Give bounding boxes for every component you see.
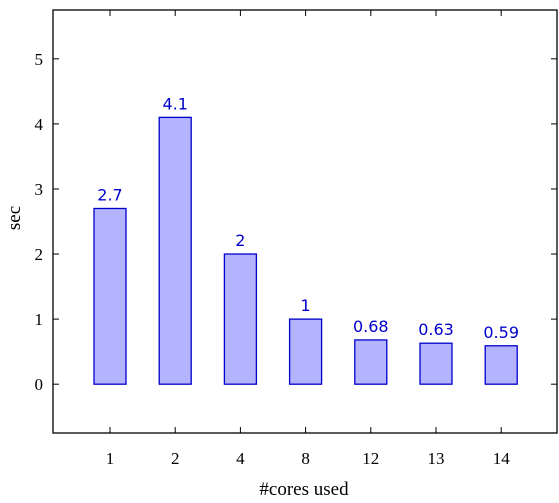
bar-value-label: 4.1	[162, 94, 187, 113]
bar	[419, 342, 453, 385]
y-tick-label: 0	[35, 375, 44, 394]
bar	[93, 207, 127, 385]
bars	[93, 116, 518, 385]
bar	[354, 339, 388, 385]
x-tick-label: 2	[171, 449, 180, 468]
data-labels: 2.7 4.1 2 1 0.68 0.63 0.59	[97, 94, 519, 341]
bar-value-label: 0.68	[353, 317, 389, 336]
x-tick-label: 13	[428, 449, 445, 468]
bar-value-label: 0.63	[418, 320, 454, 339]
y-tick-label: 2	[35, 245, 44, 264]
x-tick-label: 12	[362, 449, 379, 468]
x-tick-label: 8	[301, 449, 310, 468]
bar	[158, 116, 192, 385]
bar-value-label: 2	[235, 231, 245, 250]
bar-value-label: 0.59	[483, 323, 519, 342]
y-tick-label: 4	[35, 115, 44, 134]
x-axis-title: #cores used	[259, 479, 349, 500]
x-tick-label: 4	[236, 449, 245, 468]
bar-value-label: 2.7	[97, 185, 122, 204]
bar	[484, 345, 518, 385]
bar-value-label: 1	[301, 296, 311, 315]
y-tick-label: 5	[35, 50, 44, 69]
y-tick-label: 1	[35, 310, 44, 329]
bar	[288, 318, 323, 385]
plot-frame	[52, 9, 558, 434]
x-tick-label: 14	[493, 449, 511, 468]
bar	[223, 253, 258, 385]
x-tick-label: 1	[106, 449, 115, 468]
y-axis-title: sec	[4, 206, 25, 230]
y-tick-label: 3	[35, 180, 44, 199]
